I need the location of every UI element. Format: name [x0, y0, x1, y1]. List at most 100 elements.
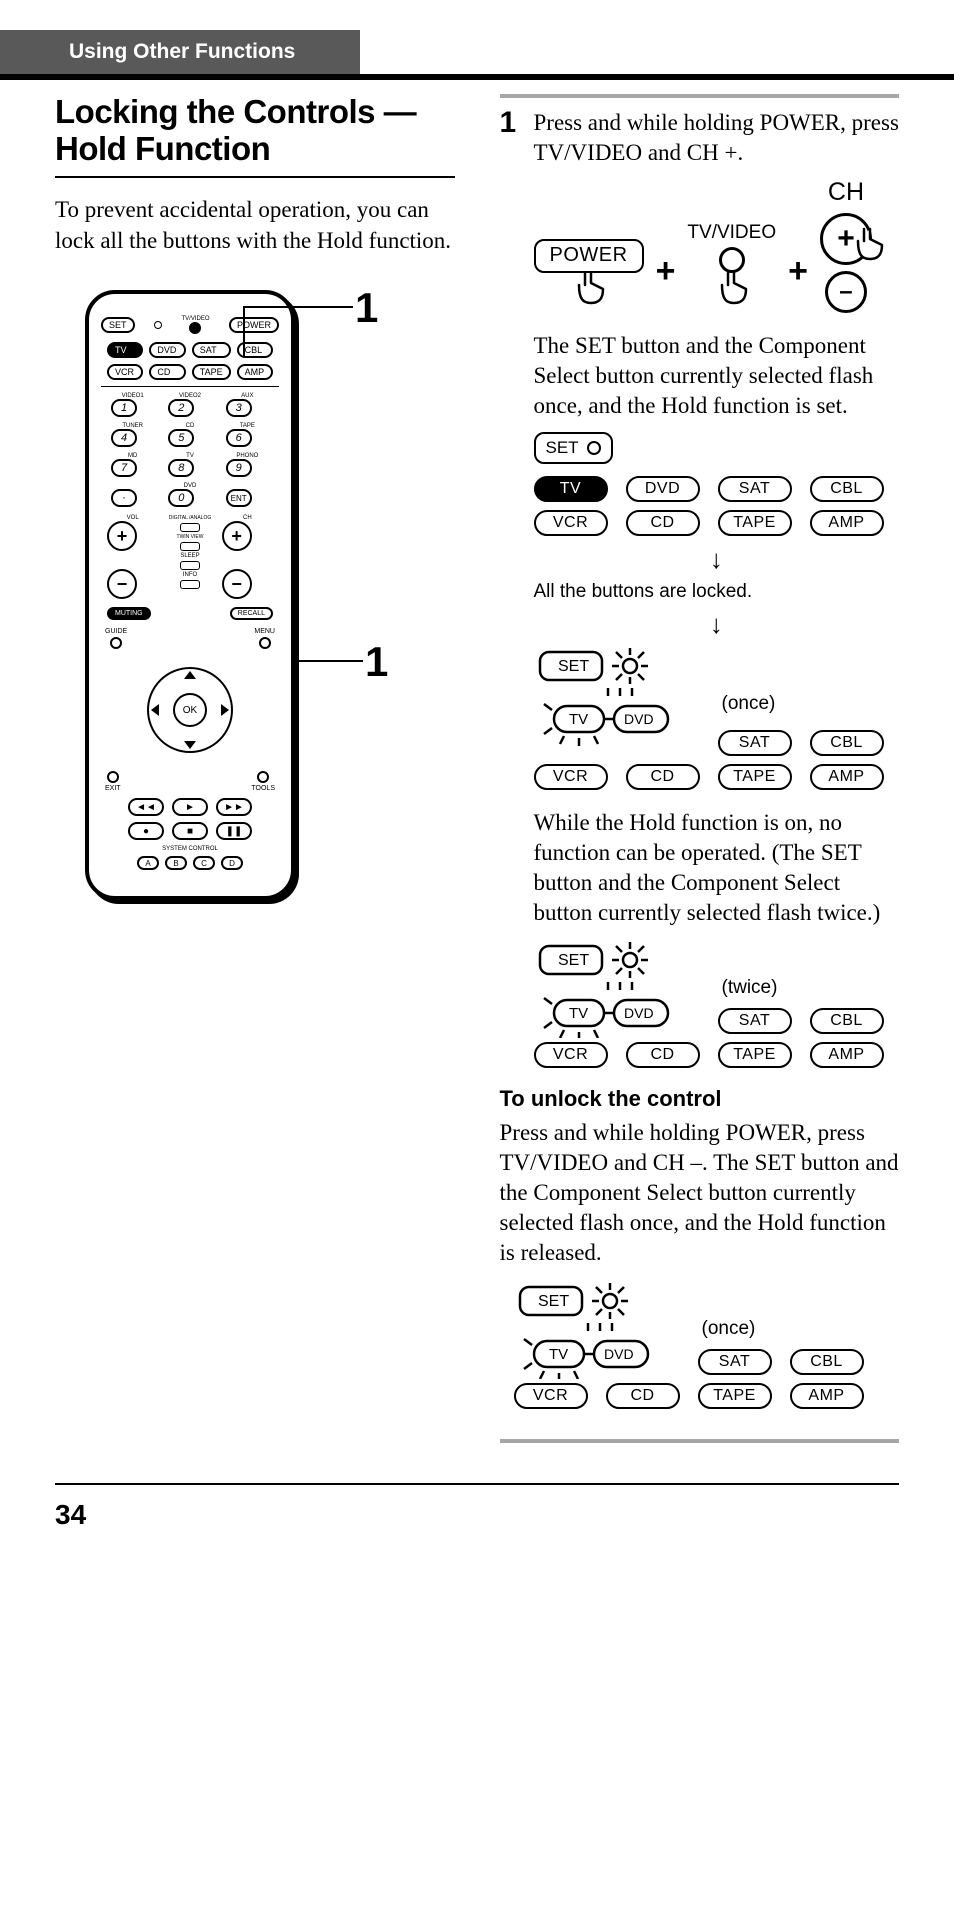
comp-tv: TV — [534, 476, 608, 502]
remote-sleep-label: SLEEP — [164, 553, 215, 559]
remote-stop: ■ — [172, 822, 208, 840]
combo-tvvideo-label: TV/VIDEO — [687, 222, 776, 244]
footer: 34 — [55, 1483, 899, 1531]
callout-1-mid: 1 — [365, 638, 388, 686]
para-after-combo: The SET button and the Component Select … — [534, 331, 900, 421]
remote-exit-btn — [107, 771, 119, 783]
remote-num-7: 7 — [111, 459, 137, 477]
remote-tools-btn — [257, 771, 269, 783]
remote-numlabel: TAPE — [226, 423, 269, 429]
hand-icon — [846, 223, 896, 269]
remote-sleep-btn — [180, 561, 200, 570]
callout-1-top: 1 — [355, 284, 378, 332]
remote-numlabel: AUX — [226, 393, 269, 399]
remote-ff: ►► — [216, 798, 252, 816]
flash-diagram-icon: SET TV — [534, 644, 704, 764]
remote-body: SET TV/VIDEO POWER TV DVD SAT CBL VCR CD — [85, 290, 295, 900]
comp-cd: CD — [626, 1042, 700, 1068]
svg-text:TV: TV — [569, 711, 588, 728]
left-column: Locking the Controls — Hold Function To … — [55, 94, 455, 1443]
remote-vol-down: − — [107, 569, 137, 599]
remote-num-3: 3 — [226, 399, 252, 417]
divider-bottom — [500, 1439, 900, 1443]
remote-ch-label: CH — [222, 515, 273, 521]
unlock-heading: To unlock the control — [500, 1086, 900, 1112]
page-number: 34 — [55, 1499, 86, 1530]
remote-numlabel: MD — [111, 453, 154, 459]
remote-menu-btn — [259, 637, 271, 649]
remote-ch-up: + — [222, 521, 252, 551]
svg-text:DVD: DVD — [624, 1005, 654, 1021]
flash-once-note-2: (once) — [702, 1318, 756, 1340]
arrow-down-icon: ↓ — [534, 609, 900, 640]
set-chip: SET — [534, 432, 613, 464]
remote-ok-btn: OK — [173, 693, 207, 727]
header-rule — [0, 74, 954, 80]
remote-info-label: INFO — [164, 572, 215, 578]
remote-num-1: 1 — [111, 399, 137, 417]
button-combo-diagram: POWER + TV/VIDEO + CH + – — [534, 178, 900, 313]
remote-twin-btn — [180, 542, 200, 551]
flash-diagram-icon: SET TV DVD — [534, 938, 704, 1038]
remote-exit-label: EXIT — [105, 785, 121, 792]
comp-sat: SAT — [718, 730, 792, 756]
comp-amp: AMP — [790, 1383, 864, 1409]
flash-twice-note: (twice) — [722, 977, 778, 999]
comp-sat: SAT — [698, 1349, 772, 1375]
remote-num-ent: ENT — [226, 489, 252, 507]
locked-text: All the buttons are locked. — [534, 581, 900, 603]
remote-set-btn: SET — [101, 317, 135, 333]
svg-text:DVD: DVD — [604, 1346, 634, 1362]
remote-muting: MUTING — [107, 607, 151, 620]
right-column: 1 Press and while holding POWER, press T… — [500, 94, 900, 1443]
remote-illustration: 1 1 SET TV/VIDEO POWER TV — [85, 290, 405, 900]
comp-vcr: VCR — [514, 1383, 588, 1409]
remote-info-btn — [180, 580, 200, 589]
led-icon — [587, 441, 601, 455]
remote-guide-btn — [110, 637, 122, 649]
combo-ch-label: CH — [828, 178, 864, 207]
remote-comp-dvd: DVD — [149, 342, 185, 358]
comp-sat: SAT — [718, 1008, 792, 1034]
remote-num-9: 9 — [226, 459, 252, 477]
remote-sys-a: A — [137, 856, 159, 870]
remote-digital-btn — [180, 523, 200, 532]
remote-play: ► — [172, 798, 208, 816]
svg-text:TV: TV — [549, 1346, 568, 1363]
comp-cbl: CBL — [810, 730, 884, 756]
hand-icon — [710, 267, 754, 307]
remote-sys-b: B — [165, 856, 187, 870]
comp-vcr: VCR — [534, 1042, 608, 1068]
remote-menu-label: MENU — [254, 628, 275, 635]
comp-amp: AMP — [810, 764, 884, 790]
remote-comp-sat: SAT — [192, 342, 231, 358]
comp-tape: TAPE — [698, 1383, 772, 1409]
comp-cbl: CBL — [810, 1008, 884, 1034]
set-label: SET — [546, 438, 579, 458]
para-hold-on: While the Hold function is on, no functi… — [534, 808, 900, 928]
remote-comp-tape: TAPE — [192, 364, 231, 380]
remote-tvvideo-btn — [189, 322, 201, 334]
comp-amp: AMP — [810, 510, 884, 536]
svg-text:TV: TV — [569, 1005, 588, 1022]
hand-icon — [567, 267, 611, 307]
svg-text:DVD: DVD — [624, 711, 654, 727]
remote-numlabel: VIDEO1 — [111, 393, 154, 399]
comp-cd: CD — [626, 510, 700, 536]
remote-rec: ● — [128, 822, 164, 840]
component-grid-1: TV DVD SAT CBL VCR CD TAPE AMP — [534, 476, 900, 536]
page-title: Locking the Controls — Hold Function — [55, 94, 455, 178]
remote-recall: RECALL — [230, 607, 273, 620]
remote-num-6: 6 — [226, 429, 252, 447]
comp-tape: TAPE — [718, 510, 792, 536]
remote-system-label: SYSTEM CONTROL — [101, 846, 279, 852]
remote-num-4: 4 — [111, 429, 137, 447]
remote-tools-label: TOOLS — [251, 785, 275, 792]
remote-twin-label: TWIN VIEW — [164, 534, 215, 540]
remote-num-2: 2 — [168, 399, 194, 417]
remote-comp-amp: AMP — [237, 364, 273, 380]
flash-once-note: (once) — [722, 693, 776, 715]
step-1-number: 1 — [500, 108, 524, 168]
intro-text: To prevent accidental operation, you can… — [55, 194, 455, 256]
combo-ch-minus: – — [825, 271, 867, 313]
